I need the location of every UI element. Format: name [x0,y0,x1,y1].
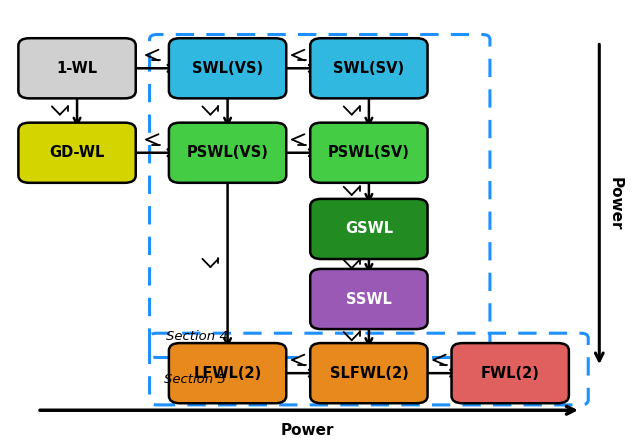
Text: FWL(2): FWL(2) [481,365,540,381]
Text: PSWL(VS): PSWL(VS) [187,145,269,160]
Text: Power: Power [281,424,334,439]
FancyBboxPatch shape [310,38,428,98]
FancyBboxPatch shape [310,123,428,183]
Text: SLFWL(2): SLFWL(2) [330,365,408,381]
FancyBboxPatch shape [310,343,428,403]
FancyBboxPatch shape [19,38,136,98]
Text: PSWL(SV): PSWL(SV) [328,145,410,160]
FancyBboxPatch shape [310,199,428,259]
FancyBboxPatch shape [452,343,569,403]
Text: Section 4: Section 4 [166,330,228,343]
FancyBboxPatch shape [169,343,286,403]
Text: Power: Power [607,178,622,231]
FancyBboxPatch shape [310,269,428,329]
Text: LFWL(2): LFWL(2) [193,365,262,381]
Text: SSWL: SSWL [346,291,392,307]
Text: SWL(SV): SWL(SV) [333,61,404,76]
FancyBboxPatch shape [19,123,136,183]
Text: GSWL: GSWL [345,222,393,237]
Text: SWL(VS): SWL(VS) [192,61,263,76]
Text: 1-WL: 1-WL [56,61,98,76]
FancyBboxPatch shape [169,38,286,98]
Text: Section 5: Section 5 [164,373,226,386]
Text: GD-WL: GD-WL [49,145,105,160]
FancyBboxPatch shape [169,123,286,183]
